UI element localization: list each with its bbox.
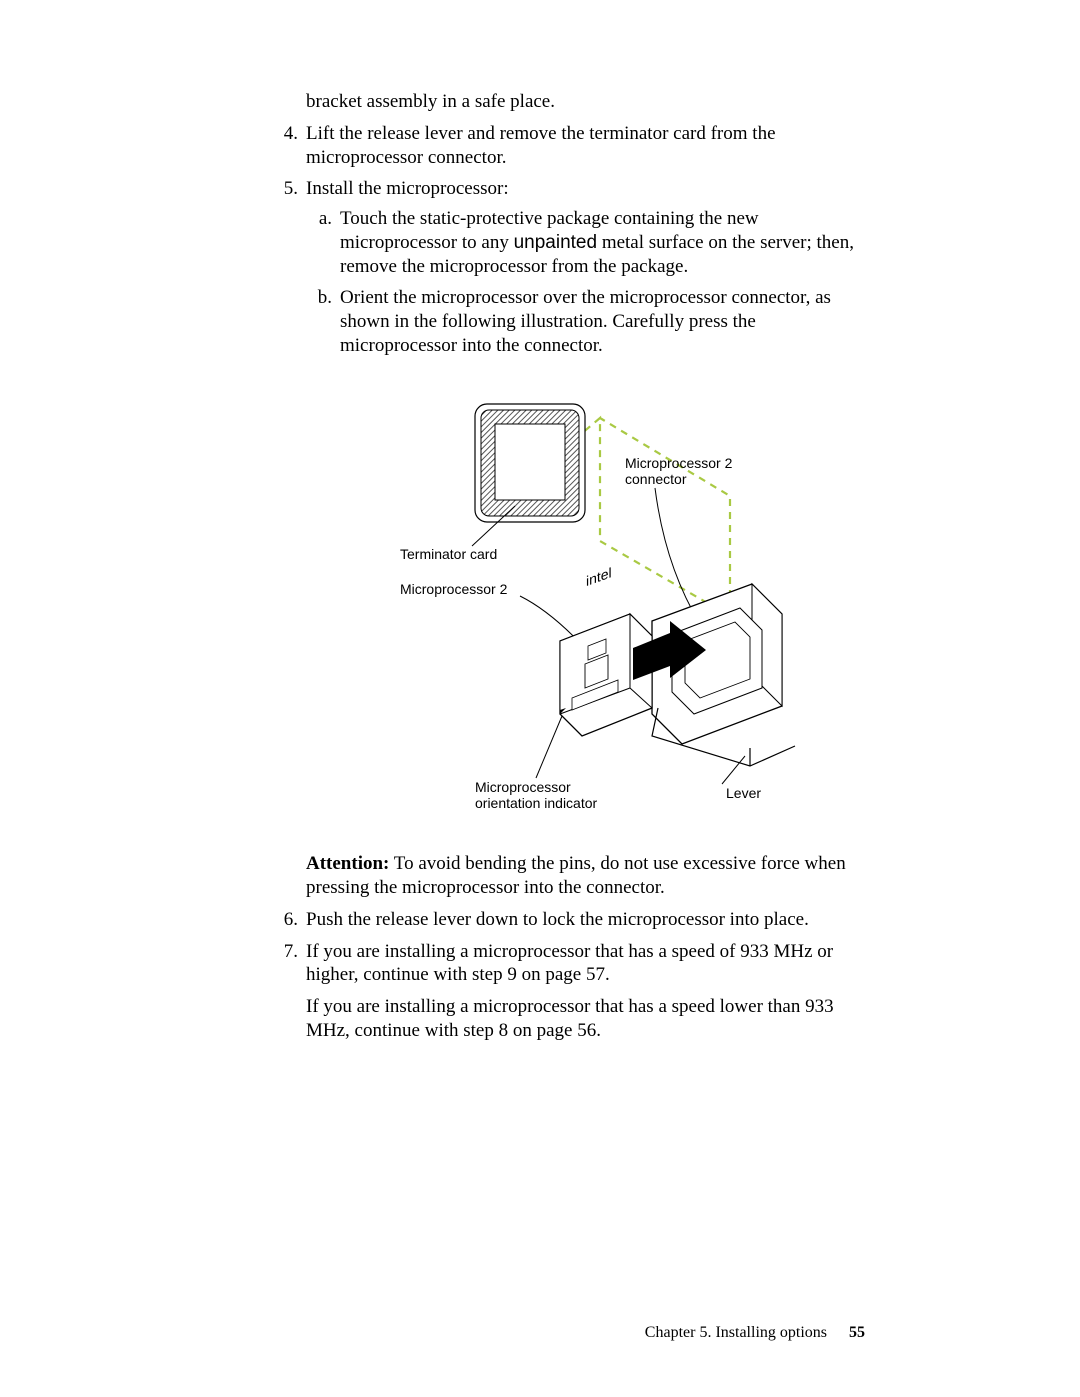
label-terminator: Terminator card — [400, 546, 497, 562]
label-orient-l1: Microprocessor — [475, 779, 571, 795]
step-5: 5. Install the microprocessor: a. Touch … — [270, 177, 865, 365]
substep-number: a. — [306, 207, 340, 278]
substep-5a: a. Touch the static-protective package c… — [306, 207, 865, 278]
diagram: Terminator card Microprocessor 2 connect… — [400, 396, 830, 823]
lead-in-line: bracket assembly in a safe place. — [306, 90, 865, 114]
step-text: Push the release lever down to lock the … — [306, 908, 865, 932]
step-number: 5. — [270, 177, 306, 365]
step-6: 6. Push the release lever down to lock t… — [270, 908, 865, 932]
unpainted-word: unpainted — [514, 232, 597, 253]
step-number: 6. — [270, 908, 306, 932]
leader-line — [536, 716, 562, 778]
leader-line — [722, 756, 745, 784]
label-mp2-connector-l2: connector — [625, 471, 687, 487]
steps-list: 4. Lift the release lever and remove the… — [270, 122, 865, 366]
footer-page-number: 55 — [849, 1324, 865, 1341]
substep-number: b. — [306, 286, 340, 357]
step-4: 4. Lift the release lever and remove the… — [270, 122, 865, 170]
label-mp2: Microprocessor 2 — [400, 581, 508, 597]
chip-logo-text: intel — [586, 565, 612, 590]
document-page: bracket assembly in a safe place. 4. Lif… — [0, 0, 1080, 1397]
terminator-card — [475, 404, 585, 522]
step-content: If you are installing a microprocessor t… — [306, 940, 865, 1051]
substep-text: Orient the microprocessor over the micro… — [340, 286, 865, 357]
label-lever: Lever — [726, 785, 761, 801]
step7-para1: If you are installing a microprocessor t… — [306, 940, 865, 988]
body-column: bracket assembly in a safe place. 4. Lif… — [270, 90, 865, 1051]
step-content: Install the microprocessor: a. Touch the… — [306, 177, 865, 365]
step-text: Lift the release lever and remove the te… — [306, 122, 865, 170]
steps-list-continued: 6. Push the release lever down to lock t… — [270, 908, 865, 1051]
label-orient-l2: orientation indicator — [475, 795, 598, 811]
step-number: 7. — [270, 940, 306, 1051]
attention-paragraph: Attention: To avoid bending the pins, do… — [306, 852, 865, 900]
footer-chapter: Chapter 5. Installing options — [645, 1324, 827, 1341]
page-footer: Chapter 5. Installing options 55 — [645, 1324, 865, 1342]
microprocessor-diagram-svg: Terminator card Microprocessor 2 connect… — [400, 396, 830, 816]
substep-text: Touch the static-protective package cont… — [340, 207, 865, 278]
attention-label: Attention: — [306, 853, 389, 874]
substep-5b: b. Orient the microprocessor over the mi… — [306, 286, 865, 357]
leader-curve — [655, 488, 700, 624]
substeps-list: a. Touch the static-protective package c… — [306, 207, 865, 358]
step-number: 4. — [270, 122, 306, 170]
step-7: 7. If you are installing a microprocesso… — [270, 940, 865, 1051]
step7-para2: If you are installing a microprocessor t… — [306, 995, 865, 1043]
label-mp2-connector-l1: Microprocessor 2 — [625, 455, 733, 471]
step-text: Install the microprocessor: — [306, 178, 509, 199]
